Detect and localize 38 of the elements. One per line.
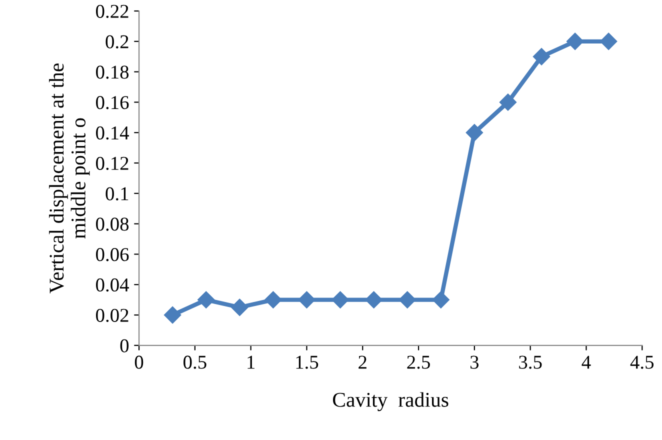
x-tick-label: 0.5 bbox=[184, 356, 206, 369]
point bbox=[432, 291, 450, 308]
y-tick-label: 0.22 bbox=[96, 4, 128, 18]
point bbox=[332, 291, 349, 308]
point bbox=[231, 298, 248, 316]
y-tick-label: 0.12 bbox=[96, 156, 128, 170]
x-tick-label: 4.5 bbox=[630, 356, 654, 369]
point bbox=[566, 32, 584, 50]
y-tick-label: 0.1 bbox=[106, 187, 128, 200]
point bbox=[365, 291, 382, 308]
y-tick-label: 0.2 bbox=[106, 35, 128, 48]
x-tick-label: 2.5 bbox=[407, 356, 430, 369]
point bbox=[298, 291, 316, 308]
y-tick-label: 0 bbox=[120, 339, 129, 352]
point bbox=[164, 306, 182, 324]
y-tick-label: 0.16 bbox=[96, 96, 129, 110]
x-axis-title: Cavity radius bbox=[332, 392, 448, 412]
point bbox=[532, 48, 550, 66]
y-tick-label: 0.04 bbox=[96, 278, 129, 292]
point bbox=[600, 32, 618, 50]
x-tick-label: 3.5 bbox=[519, 356, 542, 369]
x-tick-label: 4 bbox=[582, 356, 591, 369]
y-tick-label: 0.08 bbox=[96, 218, 129, 231]
point bbox=[198, 291, 215, 308]
point bbox=[398, 291, 416, 308]
x-tick-label: 2 bbox=[358, 356, 366, 369]
y-tick-label: 0.02 bbox=[96, 308, 128, 322]
y-axis-title: Vertical displacement at the middle point o bbox=[49, 64, 90, 294]
point bbox=[466, 124, 483, 142]
y-tick-label: 0.06 bbox=[96, 248, 129, 262]
x-tick-label: 1.5 bbox=[296, 356, 318, 369]
y-tick-label: 0.18 bbox=[96, 66, 129, 79]
x-tick-label: 0 bbox=[134, 356, 144, 369]
point bbox=[264, 291, 282, 308]
x-tick-label: 1 bbox=[248, 356, 255, 369]
point bbox=[499, 94, 517, 111]
x-tick-label: 3 bbox=[470, 356, 479, 369]
y-tick-label: 0.14 bbox=[96, 126, 129, 140]
